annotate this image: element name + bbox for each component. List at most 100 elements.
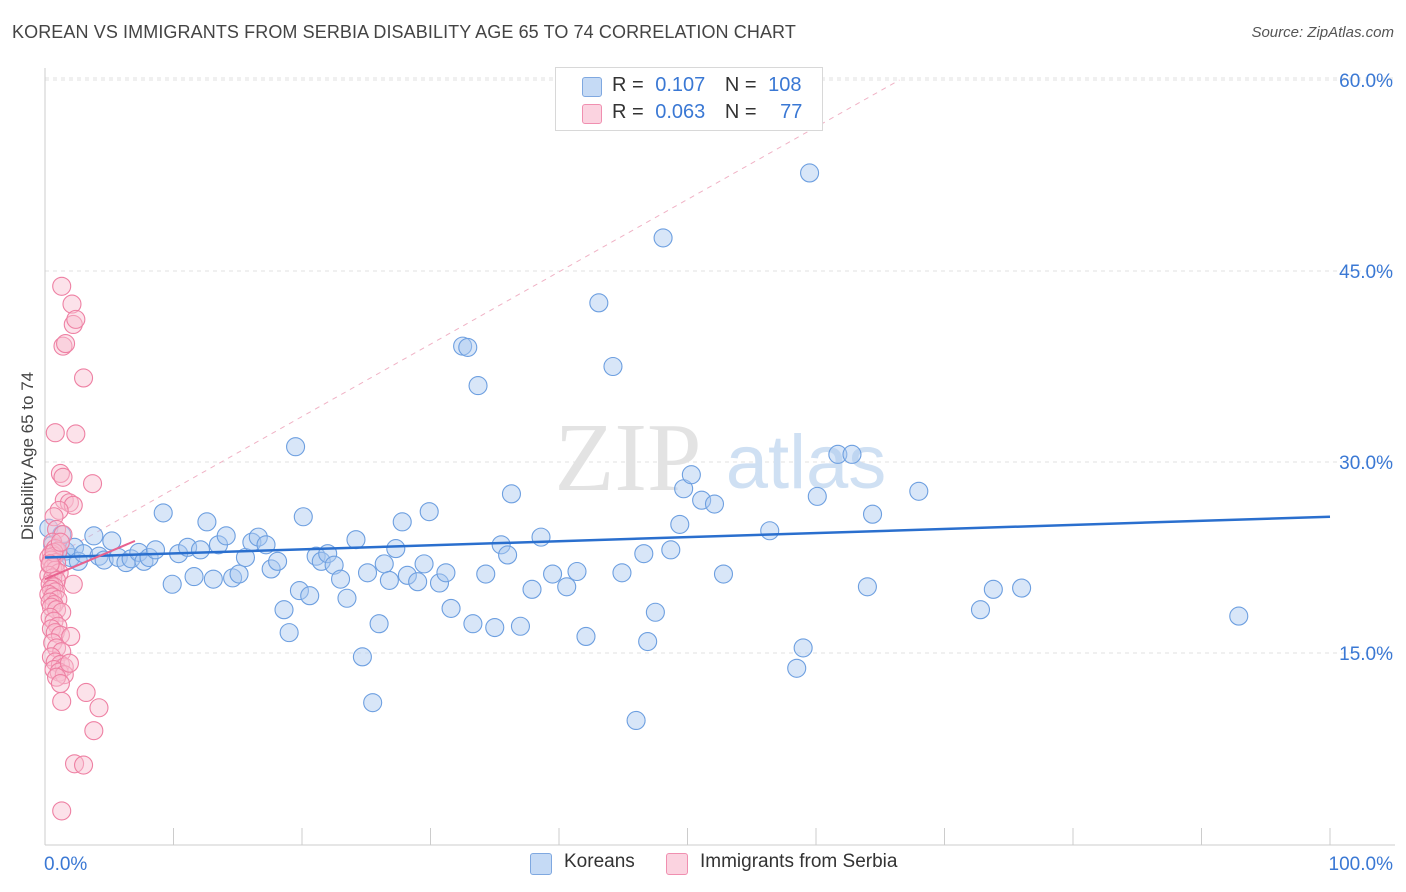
legend-n-value-serbia: 77	[780, 101, 803, 123]
korean-point-78	[543, 564, 563, 584]
legend-n-label: N =	[724, 101, 757, 123]
korean-point-96	[713, 564, 734, 584]
serbia-point-11	[53, 467, 73, 487]
legend-swatch-serbia	[582, 104, 602, 124]
serbia-point-6	[74, 368, 94, 388]
korean-point-88	[645, 602, 665, 622]
legend-n-label: N =	[724, 74, 757, 96]
korean-point-27	[203, 569, 223, 589]
korean-point-53	[363, 693, 383, 713]
korean-point-39	[279, 623, 299, 643]
trend-lines	[44, 515, 1331, 581]
bottom-legend-swatch-serbia	[666, 853, 688, 875]
korean-point-80	[567, 561, 587, 582]
legend-r-label: R =	[612, 101, 644, 123]
korean-point-85	[626, 710, 646, 731]
serbia-point-68	[89, 698, 109, 718]
bottom-legend-label-koreans: Koreans	[564, 851, 635, 872]
series-serbia	[39, 276, 109, 821]
korean-point-93	[681, 465, 701, 485]
korean-point-70	[476, 564, 496, 584]
bottom-legend-swatch-koreans	[530, 853, 552, 875]
serbia-point-76	[63, 574, 83, 594]
korean-point-21	[162, 574, 182, 594]
serbia-point-0	[52, 276, 72, 296]
korean-point-87	[638, 631, 658, 652]
serbia-point-75	[40, 554, 60, 574]
korean-point-65	[441, 598, 461, 618]
korean-point-108	[983, 579, 1003, 599]
korean-point-97	[760, 521, 780, 541]
korean-point-71	[485, 617, 505, 638]
korean-point-83	[603, 356, 623, 377]
korean-point-29	[216, 526, 236, 546]
serbia-point-8	[66, 424, 86, 444]
korean-point-74	[501, 484, 522, 504]
korean-point-52	[357, 563, 378, 583]
korean-point-49	[337, 588, 357, 608]
korean-point-44	[306, 546, 326, 566]
korean-point-109	[1012, 578, 1032, 598]
korean-point-62	[419, 502, 439, 522]
legend-swatch-koreans	[582, 77, 602, 97]
trend-line-koreans	[44, 515, 1331, 559]
korean-point-90	[661, 540, 681, 560]
korean-point-76	[522, 579, 542, 599]
korean-point-84	[612, 563, 632, 583]
korean-point-24	[184, 567, 204, 587]
korean-point-110	[1229, 606, 1249, 626]
korean-point-41	[289, 581, 309, 601]
korean-point-86	[634, 544, 654, 564]
serbia-point-15	[49, 500, 69, 520]
korean-point-64	[436, 563, 456, 583]
korean-point-50	[346, 530, 366, 550]
korean-point-95	[704, 494, 725, 514]
serbia-point-67	[52, 691, 72, 711]
serbia-point-2	[63, 314, 83, 335]
korean-point-103	[842, 444, 862, 464]
korean-point-69	[468, 376, 488, 396]
source-label: Source: ZipAtlas.com	[1251, 24, 1394, 41]
korean-point-57	[386, 539, 406, 559]
korean-point-17	[134, 551, 154, 571]
stats-legend: R = 0.107 N = 108 R = 0.063 N = 77	[555, 67, 823, 131]
x-tick-labels: 0.0% 100.0%	[44, 854, 1393, 875]
korean-point-43	[300, 586, 320, 606]
korean-point-100	[800, 163, 820, 183]
korean-point-61	[414, 554, 434, 574]
x-tick-label-min: 0.0%	[44, 854, 87, 875]
korean-point-42	[293, 507, 313, 527]
serbia-point-72	[52, 801, 72, 821]
axes	[44, 68, 1395, 846]
legend-n-value-koreans: 108	[768, 74, 802, 96]
series-koreans	[39, 163, 1249, 731]
legend-r-value-serbia: 0.063	[655, 101, 706, 123]
serbia-point-43	[41, 597, 61, 617]
legend-r-label: R =	[612, 74, 644, 96]
serbia-point-9	[82, 474, 103, 494]
serbia-point-12	[54, 490, 74, 510]
serbia-point-63	[59, 653, 79, 673]
y-tick-label-30: 30.0%	[1339, 453, 1393, 474]
korean-point-58	[392, 512, 412, 532]
korean-point-56	[379, 570, 399, 590]
korean-point-98	[787, 658, 807, 678]
serbia-point-1	[62, 294, 82, 314]
korean-point-68	[463, 614, 483, 634]
korean-point-81	[576, 626, 596, 646]
korean-point-19	[145, 540, 166, 560]
korean-point-104	[857, 577, 877, 597]
serbia-point-16	[44, 507, 64, 527]
korean-point-38	[274, 600, 294, 620]
serbia-point-66	[76, 682, 96, 703]
bottom-legend-label-serbia: Immigrants from Serbia	[700, 851, 898, 872]
x-tick-label-max: 100.0%	[1329, 854, 1394, 875]
korean-point-106	[909, 481, 929, 501]
serbia-point-40	[48, 589, 68, 610]
korean-point-63	[429, 573, 450, 593]
serbia-point-4	[53, 336, 73, 356]
korean-point-79	[557, 577, 577, 597]
serbia-point-5	[56, 334, 76, 354]
korean-point-45	[311, 551, 331, 571]
